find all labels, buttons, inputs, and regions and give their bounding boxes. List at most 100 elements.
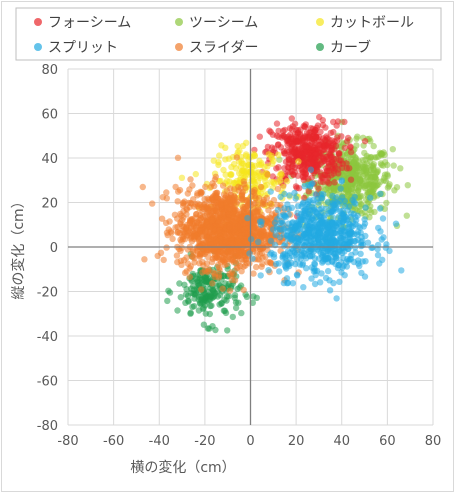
data-point	[231, 294, 238, 301]
data-point	[231, 186, 238, 193]
data-point	[241, 181, 248, 188]
data-point	[273, 120, 281, 127]
data-point	[277, 144, 285, 151]
x-tick-label: -20	[194, 434, 215, 449]
data-point	[219, 285, 226, 292]
data-point	[253, 294, 260, 301]
x-tick-label: 60	[379, 434, 396, 449]
data-point	[330, 118, 337, 126]
data-point	[342, 186, 349, 193]
data-point	[235, 252, 243, 260]
data-point	[251, 152, 258, 159]
data-point	[301, 242, 308, 250]
x-tick-label: -60	[103, 434, 124, 449]
data-point	[311, 280, 319, 288]
data-point	[227, 248, 235, 255]
data-point	[249, 299, 256, 306]
x-tick-label: -80	[57, 434, 78, 449]
data-point	[216, 152, 223, 159]
data-point	[309, 207, 317, 214]
data-point	[183, 286, 190, 293]
data-point	[230, 196, 238, 204]
data-point	[312, 214, 319, 221]
data-point	[328, 172, 335, 179]
data-point	[311, 128, 318, 135]
data-point	[265, 267, 272, 274]
data-point	[209, 231, 217, 239]
data-point	[188, 200, 195, 207]
data-point	[368, 209, 375, 216]
data-point	[222, 156, 229, 163]
data-point	[309, 252, 316, 259]
data-point	[288, 115, 295, 122]
data-point	[211, 253, 218, 260]
data-point	[207, 203, 215, 210]
data-point	[316, 221, 323, 228]
data-point	[284, 227, 291, 235]
data-point	[367, 163, 374, 171]
data-point	[242, 262, 249, 269]
data-point	[297, 149, 304, 156]
data-point	[373, 182, 381, 189]
data-point	[306, 244, 313, 252]
data-point	[256, 133, 263, 140]
data-point	[289, 280, 297, 287]
data-point	[190, 233, 197, 240]
data-point	[314, 195, 321, 203]
data-point	[222, 144, 229, 151]
data-point	[393, 184, 401, 191]
data-point	[162, 219, 170, 227]
data-point	[231, 223, 238, 230]
data-point	[334, 219, 341, 226]
data-point	[207, 302, 214, 310]
data-point	[362, 258, 369, 265]
data-point	[228, 269, 235, 276]
data-point	[294, 172, 302, 179]
data-point	[377, 190, 384, 197]
data-point	[167, 228, 175, 235]
data-point	[308, 275, 315, 282]
data-point	[326, 277, 333, 284]
data-point	[344, 255, 351, 263]
data-point	[374, 168, 381, 176]
data-point	[282, 158, 290, 165]
data-point	[346, 203, 353, 210]
data-point	[229, 313, 236, 321]
data-point	[211, 270, 218, 278]
data-point	[348, 188, 355, 195]
data-point	[277, 193, 284, 201]
data-point	[243, 139, 250, 146]
y-tick-label: 20	[41, 197, 58, 212]
data-point	[300, 174, 307, 181]
legend-marker	[34, 18, 42, 26]
data-point	[285, 220, 292, 227]
data-point	[311, 232, 318, 239]
data-point	[181, 198, 188, 205]
data-point	[271, 180, 278, 187]
data-point	[281, 213, 288, 220]
data-point	[276, 268, 283, 275]
data-point	[235, 238, 242, 246]
data-point	[272, 231, 279, 238]
data-point	[274, 185, 282, 193]
data-point	[283, 178, 291, 185]
data-point	[301, 142, 309, 150]
data-point	[254, 256, 261, 263]
data-point	[219, 182, 227, 189]
x-tick-label: 80	[425, 434, 442, 449]
data-point	[326, 287, 334, 294]
data-point	[341, 197, 348, 205]
data-point	[293, 137, 300, 145]
data-point	[228, 163, 235, 171]
data-point	[275, 164, 282, 171]
data-point	[154, 252, 161, 260]
data-point	[276, 156, 283, 163]
data-point	[329, 202, 337, 209]
data-point	[291, 189, 298, 197]
data-point	[318, 205, 325, 212]
data-point	[240, 160, 247, 168]
data-point	[284, 141, 291, 148]
data-point	[199, 295, 206, 302]
data-point	[319, 175, 326, 182]
data-point	[264, 171, 271, 178]
